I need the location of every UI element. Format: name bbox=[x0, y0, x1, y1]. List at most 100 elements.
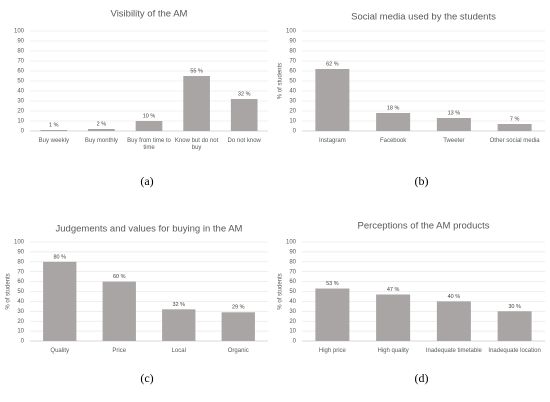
chart-title: Social media used by the students bbox=[351, 12, 496, 23]
data-label: 32 % bbox=[172, 302, 185, 308]
data-label: 53 % bbox=[326, 281, 339, 287]
x-tick-label: Organic bbox=[228, 348, 249, 354]
data-label: 47 % bbox=[387, 287, 400, 293]
y-tick-label: 30 bbox=[289, 99, 296, 105]
y-tick-label: 60 bbox=[17, 69, 24, 75]
bar bbox=[40, 130, 68, 131]
bar bbox=[162, 309, 196, 341]
data-label: 10 % bbox=[143, 113, 156, 119]
y-axis-label: % of students bbox=[278, 273, 284, 309]
y-tick-label: 100 bbox=[286, 240, 297, 246]
y-tick-label: 80 bbox=[17, 259, 24, 265]
caption: (b) bbox=[415, 174, 429, 188]
bar bbox=[102, 281, 136, 341]
x-tick-label: Quality bbox=[50, 348, 69, 354]
data-label: 55 % bbox=[190, 68, 203, 74]
x-tick-label: Buy weekly bbox=[39, 138, 69, 144]
y-tick-label: 0 bbox=[293, 129, 297, 135]
y-tick-label: 70 bbox=[289, 269, 296, 275]
y-tick-label: 90 bbox=[17, 39, 24, 45]
y-tick-label: 30 bbox=[289, 309, 296, 315]
y-tick-label: 10 bbox=[289, 119, 296, 125]
y-tick-label: 80 bbox=[289, 259, 296, 265]
data-label: 7 % bbox=[510, 116, 520, 122]
bar bbox=[376, 294, 411, 341]
data-label: 29 % bbox=[232, 305, 245, 311]
y-tick-label: 60 bbox=[289, 69, 296, 75]
y-tick-label: 10 bbox=[17, 329, 24, 335]
data-label: 60 % bbox=[113, 274, 126, 280]
y-tick-label: 70 bbox=[17, 59, 24, 65]
y-tick-label: 100 bbox=[14, 240, 25, 246]
y-tick-label: 100 bbox=[14, 29, 25, 35]
bar bbox=[376, 113, 411, 131]
y-tick-label: 30 bbox=[17, 309, 24, 315]
x-tick-label: Buy from time to time bbox=[127, 138, 171, 151]
data-label: 18 % bbox=[387, 105, 400, 111]
y-tick-label: 80 bbox=[17, 49, 24, 55]
x-tick-label: Instagram bbox=[319, 138, 346, 144]
caption: (c) bbox=[140, 371, 153, 385]
data-label: 80 % bbox=[53, 254, 66, 260]
bar bbox=[315, 288, 350, 341]
x-tick-label: Do not know bbox=[228, 138, 262, 144]
y-tick-label: 60 bbox=[289, 279, 296, 285]
data-label: 62 % bbox=[326, 61, 339, 67]
y-tick-label: 40 bbox=[289, 299, 296, 305]
bar bbox=[497, 311, 532, 341]
bar bbox=[88, 129, 115, 131]
x-tick-label: Tweeter bbox=[443, 138, 464, 144]
bar bbox=[497, 124, 532, 131]
y-tick-label: 50 bbox=[17, 289, 24, 295]
x-tick-label: High quality bbox=[377, 348, 408, 354]
x-tick-label: Buy monthly bbox=[85, 138, 118, 144]
x-tick-label: Other social media bbox=[490, 138, 541, 144]
data-label: 32 % bbox=[238, 91, 251, 97]
y-tick-label: 0 bbox=[293, 339, 297, 345]
x-tick-label: Inadequate location bbox=[488, 348, 540, 354]
y-tick-label: 10 bbox=[289, 329, 296, 335]
y-tick-label: 40 bbox=[17, 89, 24, 95]
data-label: 30 % bbox=[508, 304, 521, 310]
y-tick-label: 20 bbox=[289, 109, 296, 115]
y-tick-label: 10 bbox=[17, 119, 24, 125]
bar bbox=[315, 69, 350, 131]
bar bbox=[221, 312, 255, 341]
chart-title: Judgements and values for buying in the … bbox=[56, 224, 243, 235]
y-tick-label: 70 bbox=[17, 269, 24, 275]
caption: (a) bbox=[140, 174, 153, 188]
x-tick-label: Price bbox=[112, 348, 126, 354]
y-tick-label: 50 bbox=[289, 289, 296, 295]
y-tick-label: 60 bbox=[17, 279, 24, 285]
x-tick-label: Know but do not buy bbox=[175, 138, 219, 151]
y-tick-label: 20 bbox=[17, 109, 24, 115]
y-tick-label: 0 bbox=[21, 129, 25, 135]
y-tick-label: 70 bbox=[289, 59, 296, 65]
y-tick-label: 80 bbox=[289, 49, 296, 55]
x-tick-label: Facebook bbox=[380, 138, 407, 144]
caption: (d) bbox=[415, 371, 429, 385]
y-tick-label: 90 bbox=[289, 249, 296, 255]
x-tick-label: Local bbox=[172, 348, 186, 354]
y-axis-label: % of students bbox=[6, 273, 12, 309]
y-tick-label: 0 bbox=[21, 339, 25, 345]
y-tick-label: 90 bbox=[17, 249, 24, 255]
chart-title: Visibility of the AM bbox=[111, 9, 188, 20]
bar bbox=[436, 301, 471, 341]
bar bbox=[436, 118, 471, 131]
y-tick-label: 20 bbox=[17, 319, 24, 325]
y-tick-label: 40 bbox=[289, 89, 296, 95]
bar bbox=[43, 261, 77, 341]
y-tick-label: 90 bbox=[289, 39, 296, 45]
data-label: 2 % bbox=[97, 121, 107, 127]
y-axis-label: % of students bbox=[278, 63, 284, 99]
bar bbox=[230, 99, 258, 131]
y-tick-label: 30 bbox=[17, 99, 24, 105]
y-tick-label: 40 bbox=[17, 299, 24, 305]
data-label: 1 % bbox=[49, 122, 59, 128]
data-label: 13 % bbox=[448, 110, 461, 116]
bar bbox=[135, 121, 163, 131]
y-tick-label: 100 bbox=[286, 29, 297, 35]
y-tick-label: 20 bbox=[289, 319, 296, 325]
